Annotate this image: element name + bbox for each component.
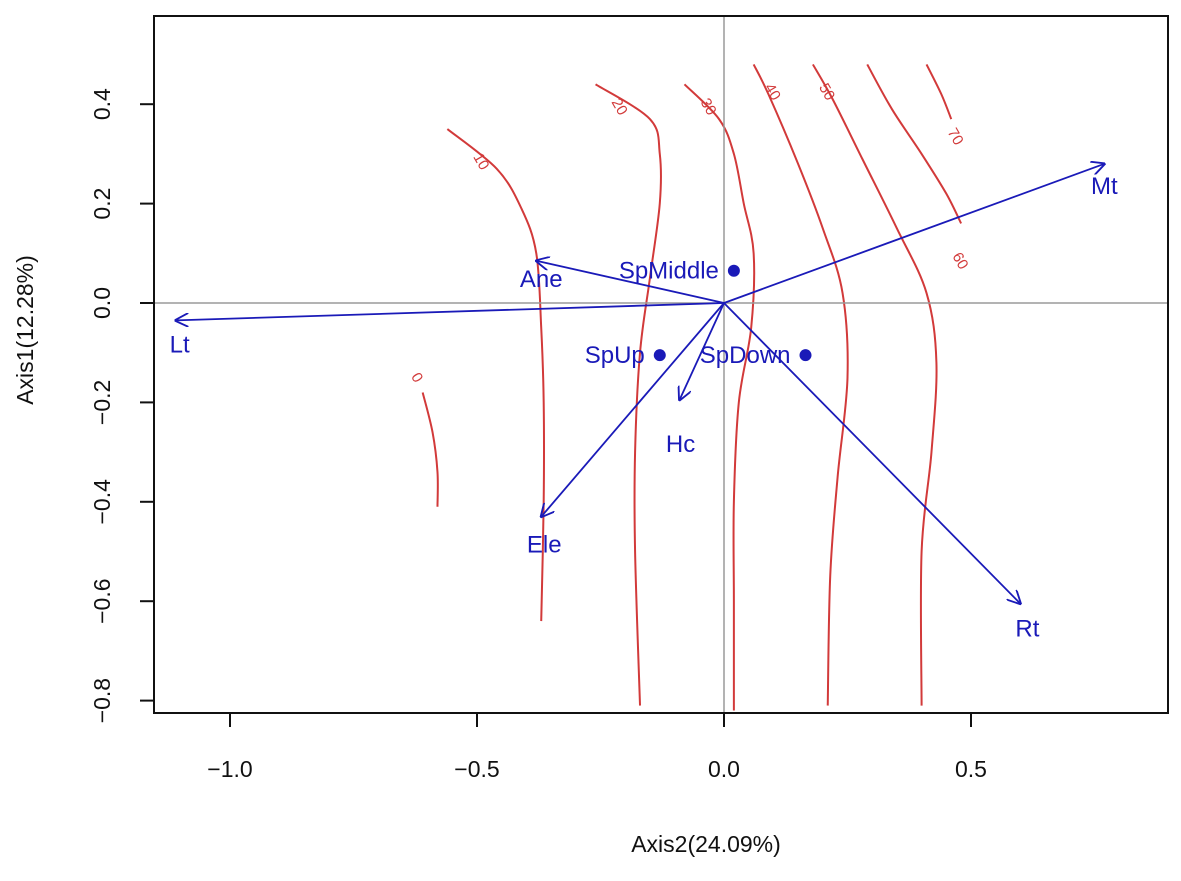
y-tick-label: −0.8	[89, 678, 115, 723]
x-tick-label: 0.5	[955, 756, 987, 782]
point-label-spdown: SpDown	[700, 342, 791, 369]
vector-label-rt: Rt	[1015, 616, 1039, 643]
reference-lines	[154, 16, 1168, 713]
contour-label-30: 30	[697, 95, 720, 118]
y-tick-label: −0.2	[89, 380, 115, 425]
vector-ane	[536, 261, 725, 304]
x-tick-label: 0.0	[708, 756, 740, 782]
contour-line-60	[866, 63, 963, 224]
vector-rt	[723, 302, 1020, 604]
y-tick-label: 0.0	[89, 287, 115, 319]
vector-mt	[723, 164, 1104, 304]
contour-line-30	[683, 83, 756, 711]
contour-label-50: 50	[815, 81, 838, 104]
contour-label-40: 40	[761, 81, 784, 104]
point-label-spup: SpUp	[585, 342, 645, 369]
contour-line-10	[446, 128, 545, 622]
point-spup	[653, 349, 666, 362]
x-axis: −1.0 −0.5 0.0 0.5	[207, 712, 987, 782]
contour-label-60: 60	[949, 250, 972, 273]
y-axis-label: Axis1(12.28%)	[12, 255, 38, 405]
y-tick-label: 0.2	[89, 188, 115, 220]
x-tick-label: −1.0	[207, 756, 252, 782]
contour-line-20	[595, 83, 663, 706]
contour-label-10: 10	[469, 150, 492, 173]
vector-lt	[176, 302, 725, 320]
point-spmiddle	[727, 264, 740, 277]
y-tick-label: −0.4	[89, 479, 115, 525]
x-tick-label: −0.5	[454, 756, 499, 782]
contour-label-20: 20	[608, 95, 631, 118]
vector-label-ane: Ane	[520, 266, 563, 293]
point-spdown	[799, 349, 812, 362]
vector-label-ele: Ele	[527, 532, 562, 559]
y-axis: 0.4 0.2 0.0 −0.2 −0.4 −0.6 −0.8	[89, 88, 154, 723]
y-tick-label: 0.4	[89, 88, 115, 120]
contour-label-70: 70	[944, 125, 967, 148]
vector-hc	[680, 302, 725, 400]
point-label-spmiddle: SpMiddle	[619, 258, 719, 285]
contour-line-50	[812, 63, 938, 706]
vector-label-hc: Hc	[666, 431, 695, 458]
vector-label-lt: Lt	[170, 331, 190, 358]
environmental-vectors: Mt Ane Lt Hc Ele Rt	[170, 164, 1118, 643]
y-tick-label: −0.6	[89, 578, 115, 623]
contour-line-0	[421, 392, 439, 507]
x-axis-label: Axis2(24.09%)	[631, 831, 781, 857]
contour-line-40	[752, 63, 849, 706]
site-points: SpMiddle SpUp SpDown	[585, 258, 812, 369]
contour-line-70	[925, 63, 953, 120]
vector-ele	[541, 302, 725, 517]
vector-label-mt: Mt	[1091, 173, 1118, 200]
